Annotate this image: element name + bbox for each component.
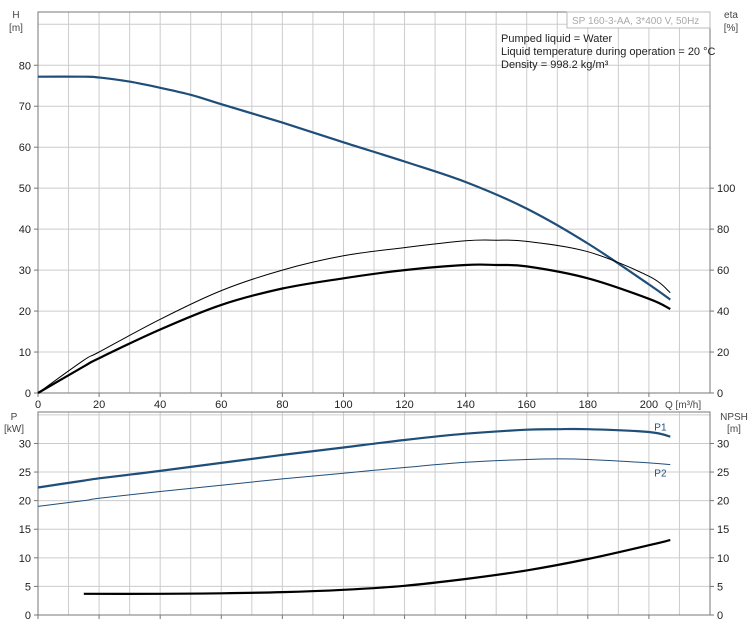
efficiency-axis-unit: [%]: [724, 23, 739, 34]
left-tick-label: 20: [19, 306, 31, 318]
power-axis-unit: [kW]: [4, 424, 24, 435]
curve-head: [37, 75, 671, 301]
plot-frame: [37, 411, 711, 616]
left-tick-label: 80: [19, 60, 31, 72]
left-tick-label: 10: [19, 553, 31, 565]
left-tick-label: 20: [19, 496, 31, 508]
flow-axis-title: Q [m³/h]: [665, 400, 701, 411]
right-tick-label: 0: [717, 388, 723, 400]
curves: P1 P2: [37, 75, 671, 595]
model-label: SP 160-3-AA, 3*400 V, 50Hz: [572, 16, 699, 27]
curve-efficiency-thin: [37, 239, 671, 394]
left-tick-label: 30: [19, 265, 31, 277]
series-label-p1: P1: [654, 423, 667, 434]
axes-frame: [34, 11, 714, 619]
x-tick-label: 100: [334, 399, 352, 411]
left-tick-label: 40: [19, 224, 31, 236]
right-tick-label: 40: [717, 306, 729, 318]
power-axis-title: P: [11, 412, 18, 423]
info-line-density: Density = 998.2 kg/m³: [501, 59, 609, 71]
right-tick-label: 100: [717, 183, 735, 195]
head-axis-title: H: [12, 10, 19, 21]
left-tick-label: 70: [19, 101, 31, 113]
curve-npsh: [83, 539, 671, 595]
grid: [38, 12, 710, 615]
right-tick-label: 30: [717, 438, 729, 450]
right-tick-label: 20: [717, 347, 729, 359]
right-tick-label: 60: [717, 265, 729, 277]
model-box: [566, 11, 711, 29]
plot-frame: [37, 11, 711, 394]
x-tick-label: 0: [35, 399, 41, 411]
right-tick-label: 20: [717, 496, 729, 508]
left-tick-label: 25: [19, 467, 31, 479]
x-tick-label: 120: [395, 399, 413, 411]
right-tick-label: 80: [717, 224, 729, 236]
tick-labels: 0 20 40 60 80 100 120 140 160 180 2000102030405060…: [19, 60, 736, 622]
info-line-liquid: Pumped liquid = Water: [501, 33, 613, 45]
left-tick-label: 30: [19, 438, 31, 450]
npsh-axis-unit: [m]: [727, 424, 741, 435]
head-axis-unit: [m]: [9, 23, 23, 34]
right-tick-label: 25: [717, 467, 729, 479]
x-tick-label: 80: [276, 399, 288, 411]
left-tick-label: 10: [19, 347, 31, 359]
x-tick-label: 60: [215, 399, 227, 411]
left-tick-label: 0: [25, 388, 31, 400]
left-tick-label: 50: [19, 183, 31, 195]
left-tick-label: 0: [25, 610, 31, 622]
info-line-temperature: Liquid temperature during operation = 20…: [501, 46, 716, 58]
npsh-axis-title: NPSH: [720, 412, 748, 423]
left-tick-label: 5: [25, 581, 31, 593]
x-tick-label: 40: [154, 399, 166, 411]
curve-power-bold: [37, 427, 671, 489]
right-tick-label: 10: [717, 553, 729, 565]
series-label-p2: P2: [654, 469, 667, 480]
right-tick-label: 15: [717, 524, 729, 536]
curve-efficiency-bold: [37, 263, 671, 394]
curve-power-thin: [37, 458, 671, 507]
left-tick-label: 60: [19, 142, 31, 154]
efficiency-axis-title: eta: [724, 10, 738, 21]
right-tick-label: 5: [717, 581, 723, 593]
left-tick-label: 15: [19, 524, 31, 536]
x-tick-label: 180: [579, 399, 597, 411]
x-tick-label: 160: [518, 399, 536, 411]
x-tick-label: 140: [456, 399, 474, 411]
right-tick-label: 0: [717, 610, 723, 622]
x-tick-label: 20: [93, 399, 105, 411]
x-tick-label: 200: [640, 399, 658, 411]
